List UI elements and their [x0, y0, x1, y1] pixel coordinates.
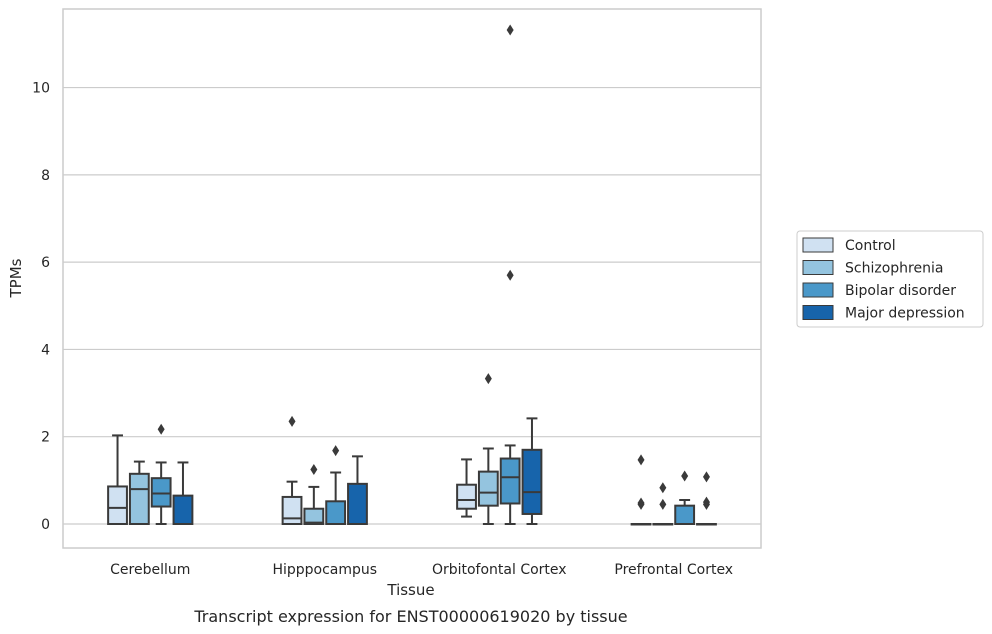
outlier-point	[659, 498, 667, 510]
legend-label: Schizophrenia	[845, 261, 943, 277]
box	[281, 415, 303, 525]
legend-label: Major depression	[845, 306, 965, 322]
outlier-point	[310, 463, 318, 475]
box	[499, 24, 521, 525]
x-tick-label: Hipppocampus	[272, 562, 377, 578]
outlier-point	[702, 496, 710, 508]
y-tick-label: 8	[41, 168, 50, 184]
box	[107, 434, 128, 525]
series-bipolar-disorder	[150, 24, 696, 525]
box	[303, 463, 325, 525]
outlier-point	[506, 24, 514, 36]
box-body	[325, 500, 347, 525]
outlier-point	[332, 445, 340, 457]
outlier-point	[702, 471, 710, 483]
series-schizophrenia	[128, 373, 674, 526]
y-tick-label: 10	[32, 81, 50, 97]
box-body	[172, 494, 194, 525]
chart-caption: Transcript expression for ENST0000061902…	[193, 607, 627, 626]
x-tick-label: Cerebellum	[110, 562, 190, 578]
x-tick-labels: Cerebellum Hipppocampus Orbitofontal Corte…	[110, 562, 733, 578]
outlier-point	[506, 269, 514, 281]
box	[521, 417, 543, 525]
legend-frame	[796, 230, 984, 328]
box-body	[150, 477, 172, 508]
box-body	[521, 448, 543, 515]
outlier-point	[659, 482, 667, 494]
series-control	[107, 415, 652, 526]
box-body	[107, 485, 128, 525]
outlier-point	[637, 497, 645, 509]
box-body	[499, 457, 521, 505]
outlier-point	[484, 373, 492, 385]
y-axis-label: TPMs	[7, 258, 25, 298]
y-tick-label: 6	[41, 255, 50, 271]
box	[652, 482, 674, 526]
legend: Control Schizophrenia Bipolar disorder Majo…	[796, 230, 984, 328]
y-tick-labels: 0 2 4 6 8 10	[32, 81, 50, 533]
plot-frame	[62, 8, 762, 549]
box-body	[128, 472, 150, 525]
box	[696, 471, 717, 526]
box-body	[281, 495, 303, 525]
box	[150, 423, 172, 525]
box	[347, 455, 368, 525]
box	[630, 454, 652, 526]
box	[674, 470, 696, 525]
y-tick-label: 0	[41, 517, 50, 533]
y-tick-label: 2	[41, 430, 50, 446]
box-body	[456, 483, 477, 510]
box-body	[303, 507, 325, 525]
outlier-point	[288, 415, 296, 427]
series-major-depression	[172, 417, 717, 526]
outlier-point	[681, 470, 689, 482]
x-axis-label: Tissue	[386, 581, 434, 599]
legend-swatch	[802, 282, 834, 298]
box	[456, 458, 477, 518]
box	[477, 373, 499, 525]
y-tick-label: 4	[41, 342, 50, 358]
box	[172, 461, 194, 525]
legend-swatch	[802, 237, 834, 253]
x-tick-label: Prefrontal Cortex	[614, 562, 733, 578]
outlier-point	[157, 423, 165, 435]
legend-swatch	[802, 260, 834, 275]
box-body	[674, 504, 696, 525]
box-body	[347, 482, 368, 525]
legend-swatch	[802, 305, 834, 320]
box-series	[107, 24, 717, 526]
grid-lines	[63, 86, 761, 525]
outlier-point	[637, 454, 645, 466]
x-tick-label: Orbitofontal Cortex	[432, 562, 567, 578]
legend-label: Control	[845, 238, 896, 254]
box	[128, 460, 150, 525]
box	[325, 445, 347, 525]
legend-label: Bipolar disorder	[845, 283, 956, 299]
box-body	[477, 470, 499, 507]
